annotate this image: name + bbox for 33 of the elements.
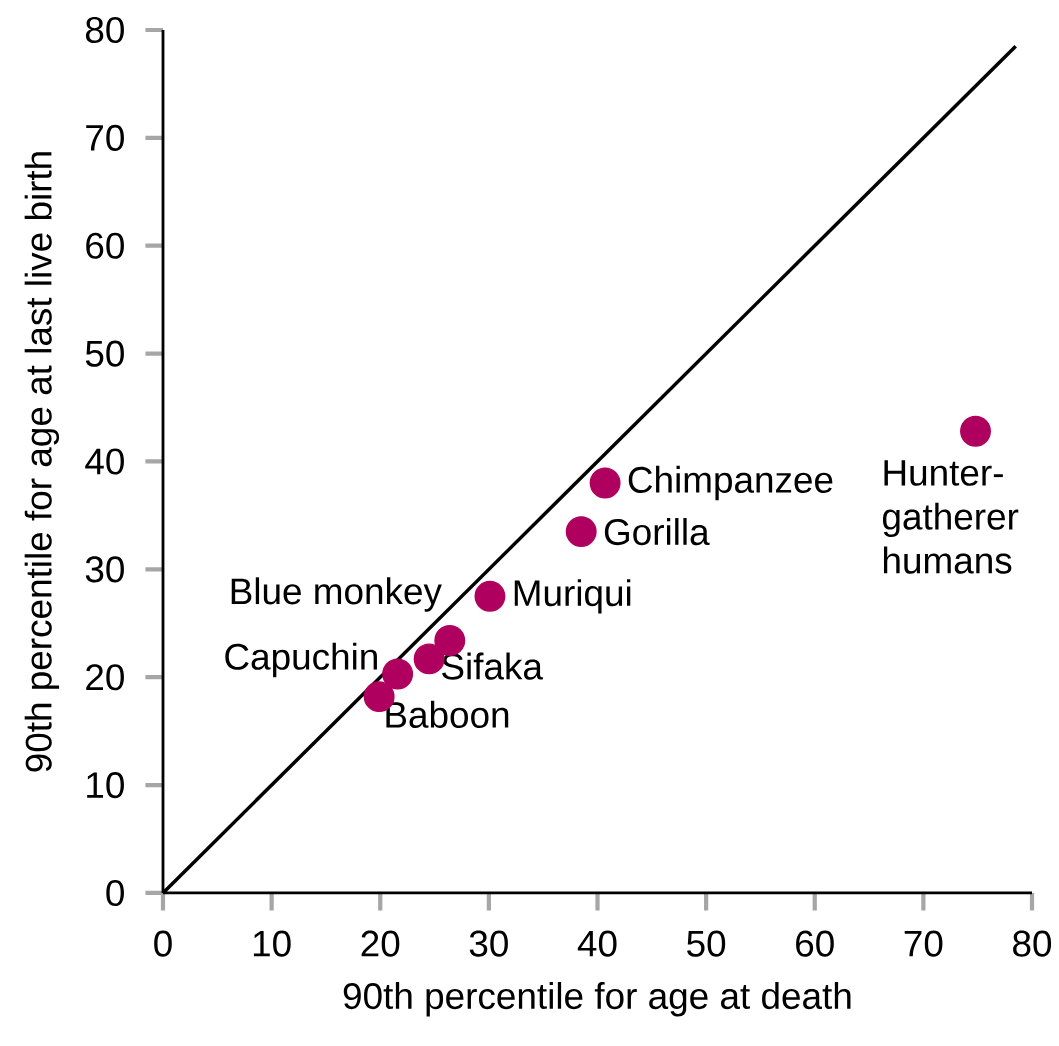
y-tick-label: 30 [85, 556, 124, 583]
y-tick-label: 40 [85, 448, 124, 475]
annotation: Hunter-gatherer humans [883, 460, 1019, 574]
y-tick-label: 50 [85, 340, 124, 367]
annotation: Chimpanzee [628, 465, 833, 501]
y-axis-title: 90th percentile for age at last live birth [24, 152, 60, 772]
y-tick-label: 60 [86, 232, 124, 259]
point [474, 580, 506, 612]
annotation: Sifaka [442, 652, 543, 680]
annotation: Gorilla [604, 518, 710, 546]
x-tick-label: 50 [687, 930, 726, 957]
annotation: Blue monkey [231, 577, 442, 612]
annotation: Capuchin [225, 642, 377, 678]
y-tick-label: 80 [85, 16, 124, 44]
y-tick-label: 10 [87, 772, 124, 799]
point [382, 658, 414, 690]
x-tick-label: 70 [904, 930, 943, 957]
x-tick-label: 20 [361, 930, 400, 957]
annotation: Muriqui [514, 579, 631, 614]
y-tick-label: 20 [86, 664, 124, 691]
point [589, 467, 621, 499]
x-tick-label: 0 [154, 930, 172, 957]
y-tick-label: 70 [86, 124, 124, 151]
x-tick-label: 60 [796, 930, 834, 957]
x-tick-label: 80 [1013, 930, 1052, 957]
point [565, 516, 597, 548]
y-tick-label: 0 [106, 879, 124, 907]
x-tick-label: 40 [577, 930, 617, 957]
x-tick-label: 30 [469, 930, 508, 957]
x-tick-label: 10 [253, 930, 291, 957]
x-axis-title: 90th percentile for age at death [343, 982, 851, 1017]
point [960, 415, 991, 447]
annotation: Baboon [386, 700, 509, 728]
